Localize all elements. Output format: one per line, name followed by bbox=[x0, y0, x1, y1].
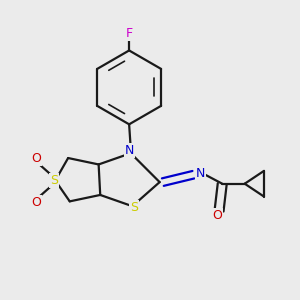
Text: S: S bbox=[130, 201, 138, 214]
Text: S: S bbox=[50, 174, 58, 187]
Text: O: O bbox=[212, 209, 222, 222]
Text: N: N bbox=[124, 144, 134, 157]
Text: F: F bbox=[126, 27, 133, 40]
Text: O: O bbox=[31, 152, 41, 165]
Text: N: N bbox=[196, 167, 206, 180]
Text: O: O bbox=[31, 196, 41, 209]
